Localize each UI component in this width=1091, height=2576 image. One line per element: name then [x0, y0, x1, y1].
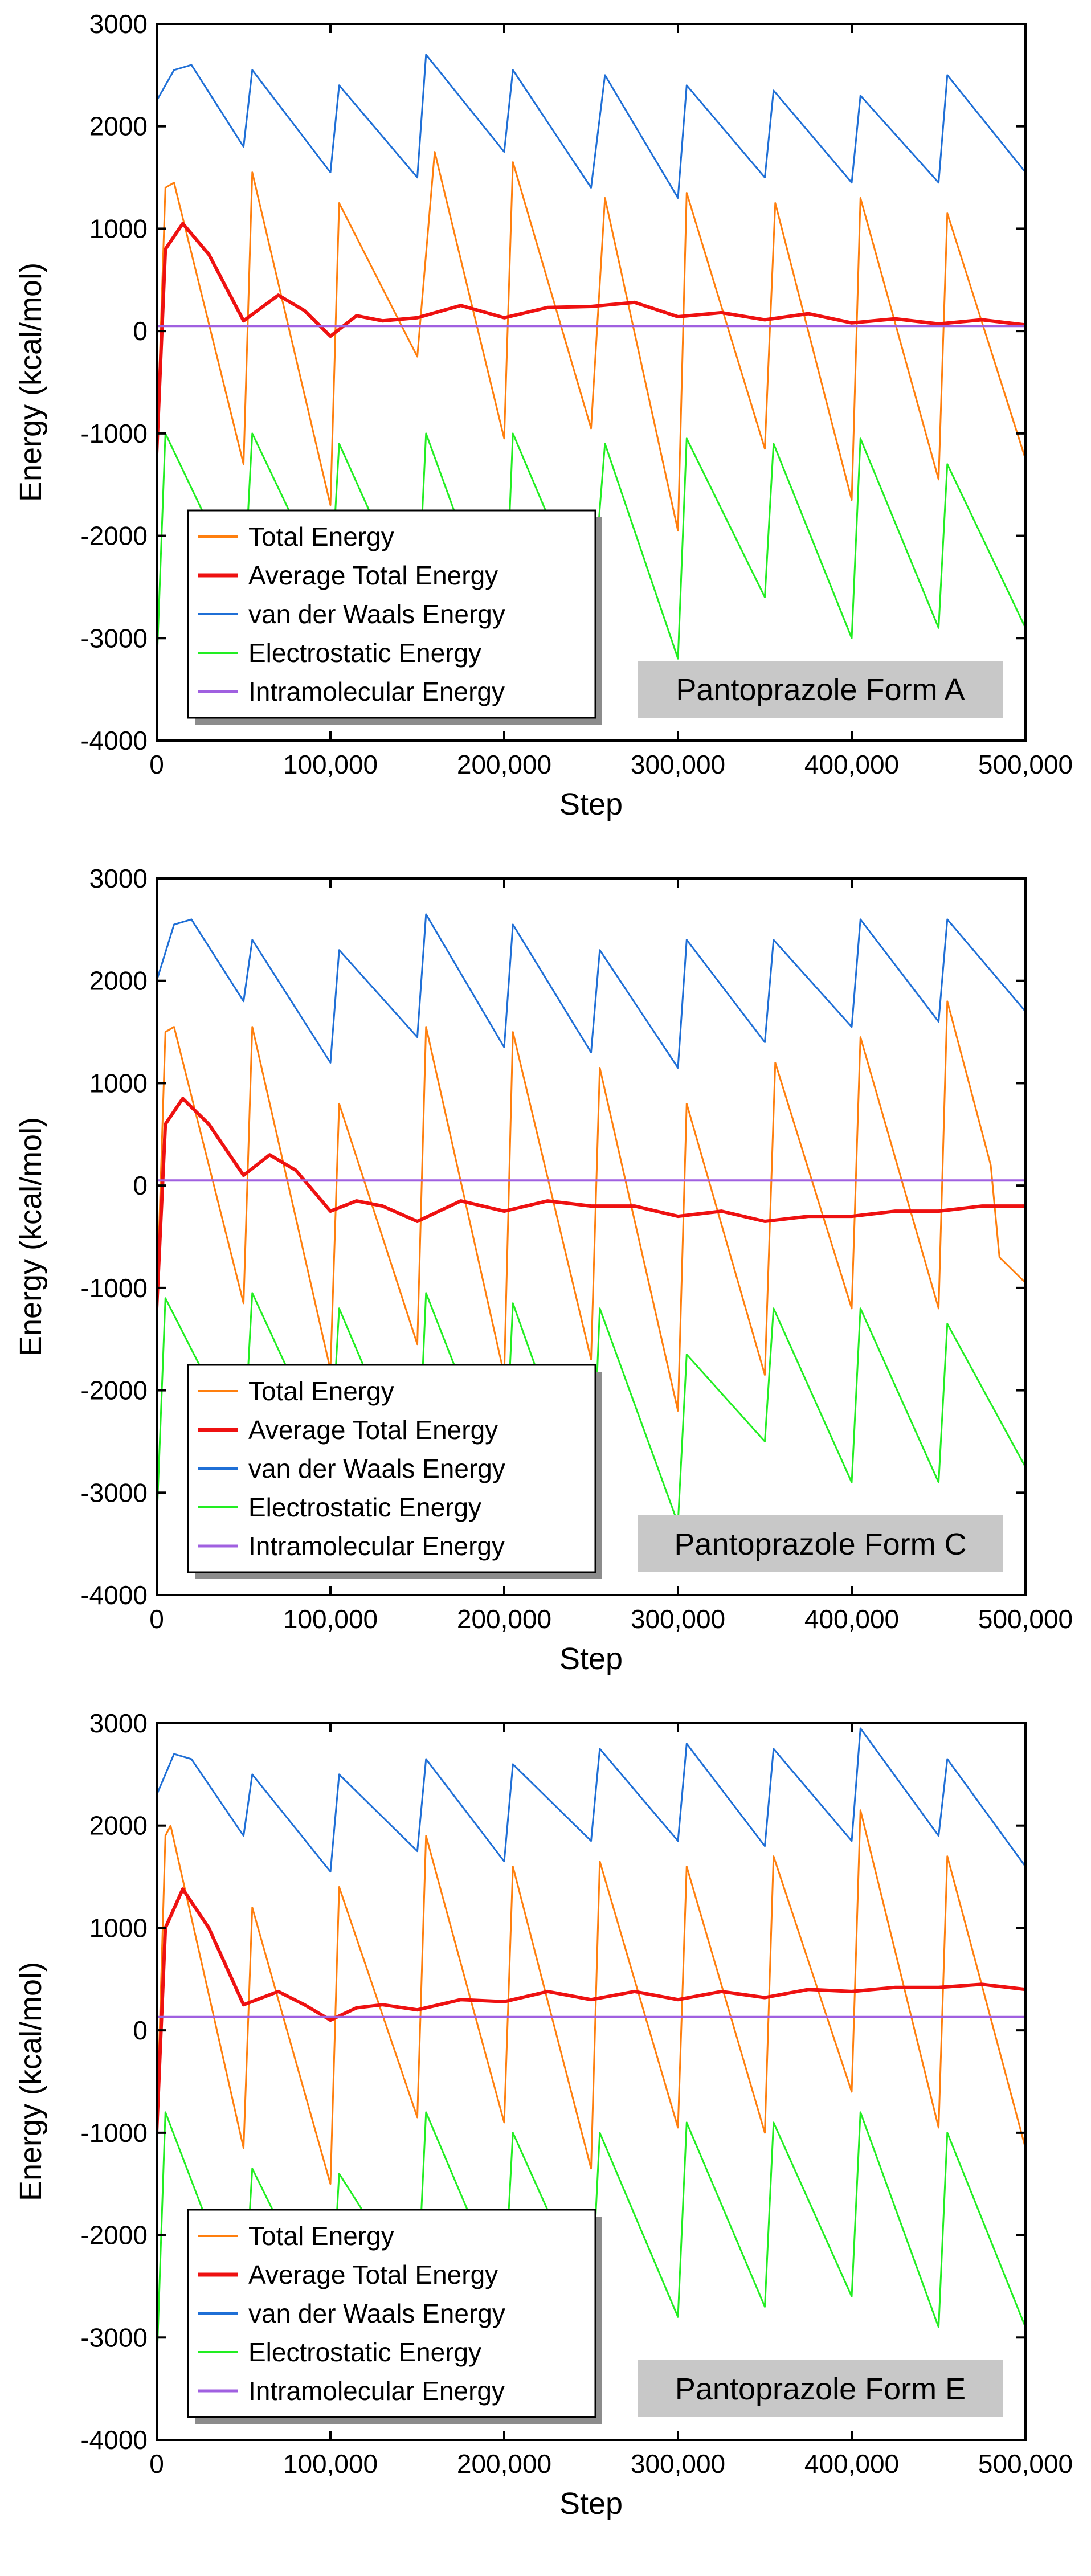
legend-label: Intramolecular Energy: [248, 1531, 505, 1561]
x-tick-label: 300,000: [631, 2449, 725, 2479]
series-line-2: [157, 913, 1025, 1069]
legend-label: van der Waals Energy: [248, 599, 505, 629]
y-tick-label: 1000: [89, 1913, 148, 1943]
x-tick-label: 100,000: [283, 1604, 378, 1634]
legend-box: [187, 509, 596, 719]
x-tick-label: 200,000: [457, 1604, 551, 1634]
x-tick-label: 300,000: [631, 1604, 725, 1634]
form-label: Pantoprazole Form A: [676, 673, 965, 707]
chart-panel-2: 0 100,000 200,000 300,000 400,000 500,000 -400…: [14, 1708, 1073, 2521]
x-tick-label: 500,000: [978, 1604, 1073, 1634]
x-tick-label: 400,000: [804, 2449, 899, 2479]
y-tick-label: -2000: [80, 521, 148, 551]
plot-frame: [156, 23, 1027, 742]
y-tick-label: 2000: [89, 112, 148, 141]
legend-box: [187, 1364, 596, 1573]
series-line-1: [157, 1097, 1025, 1310]
x-tick-label: 500,000: [978, 750, 1073, 779]
legend-label: Electrostatic Energy: [248, 638, 481, 668]
y-tick-label: 1000: [89, 214, 148, 243]
chart-panel-0: 0 100,000 200,000 300,000 400,000 500,000 -400…: [14, 9, 1073, 821]
y-tick-label: -2000: [80, 1376, 148, 1405]
x-tick-label: 400,000: [804, 750, 899, 779]
legend-label: Total Energy: [248, 1376, 394, 1406]
legend-label: Average Total Energy: [248, 2260, 498, 2289]
legend-label: van der Waals Energy: [248, 1454, 505, 1483]
plot-frame: [156, 877, 1027, 1596]
series-group: [157, 54, 1025, 670]
x-tick-label: 400,000: [804, 1604, 899, 1634]
legend-label: Average Total Energy: [248, 1415, 498, 1445]
series-line-2: [157, 1727, 1025, 1873]
y-tick-label: 3000: [89, 864, 148, 893]
y-tick-label: -4000: [80, 2425, 148, 2455]
x-tick-label: 500,000: [978, 2449, 1073, 2479]
y-tick-label: 0: [133, 316, 148, 346]
x-tick-label: 100,000: [283, 750, 378, 779]
series-line-1: [157, 222, 1025, 456]
legend-label: Electrostatic Energy: [248, 1493, 481, 1522]
y-axis-title: Energy (kcal/mol): [14, 263, 48, 502]
legend-label: Total Energy: [248, 522, 394, 551]
form-label-box: [638, 1515, 1003, 1572]
legend-label: Average Total Energy: [248, 561, 498, 590]
series-line-0: [157, 151, 1025, 532]
series-line-2: [157, 54, 1025, 199]
y-axis-title: Energy (kcal/mol): [14, 1962, 48, 2201]
form-label-box: [638, 661, 1003, 718]
x-tick-label: 100,000: [283, 2449, 378, 2479]
legend-label: Intramolecular Energy: [248, 677, 505, 706]
legend-label: van der Waals Energy: [248, 2299, 505, 2328]
y-axis-title: Energy (kcal/mol): [14, 1117, 48, 1356]
y-tick-label: 1000: [89, 1068, 148, 1098]
series-group: [157, 913, 1025, 1524]
y-tick-label: -3000: [80, 1478, 148, 1507]
y-tick-label: 3000: [89, 1708, 148, 1738]
plot-frame: [156, 1722, 1027, 2441]
legend-label: Total Energy: [248, 2221, 394, 2251]
x-axis-title: Step: [559, 787, 623, 821]
y-tick-label: -1000: [80, 419, 148, 448]
x-tick-label: 0: [149, 750, 164, 779]
x-tick-label: 300,000: [631, 750, 725, 779]
legend-label: Intramolecular Energy: [248, 2376, 505, 2406]
chart-panel-1: 0 100,000 200,000 300,000 400,000 500,000 -400…: [14, 864, 1073, 1676]
y-tick-label: 0: [133, 1171, 148, 1200]
x-tick-label: 0: [149, 2449, 164, 2479]
x-axis-title: Step: [559, 2487, 623, 2521]
form-label: Pantoprazole Form E: [675, 2372, 966, 2406]
y-tick-label: -4000: [80, 726, 148, 755]
legend-label: Electrostatic Energy: [248, 2337, 481, 2367]
y-tick-label: 3000: [89, 9, 148, 39]
x-axis-title: Step: [559, 1642, 623, 1676]
y-tick-label: 2000: [89, 966, 148, 996]
y-tick-label: -1000: [80, 1273, 148, 1303]
series-line-0: [157, 1000, 1025, 1412]
y-tick-label: -1000: [80, 2118, 148, 2148]
y-tick-label: 0: [133, 2015, 148, 2045]
x-tick-label: 200,000: [457, 2449, 551, 2479]
form-label: Pantoprazole Form C: [674, 1527, 966, 1561]
y-tick-label: -3000: [80, 2323, 148, 2352]
y-tick-label: -2000: [80, 2221, 148, 2250]
y-tick-label: -3000: [80, 623, 148, 653]
x-tick-label: 200,000: [457, 750, 551, 779]
y-tick-label: -4000: [80, 1580, 148, 1610]
series-line-1: [157, 1887, 1025, 2135]
x-tick-label: 0: [149, 1604, 164, 1634]
form-label-box: [638, 2360, 1003, 2417]
y-tick-label: 2000: [89, 1811, 148, 1841]
legend-box: [187, 2209, 596, 2418]
